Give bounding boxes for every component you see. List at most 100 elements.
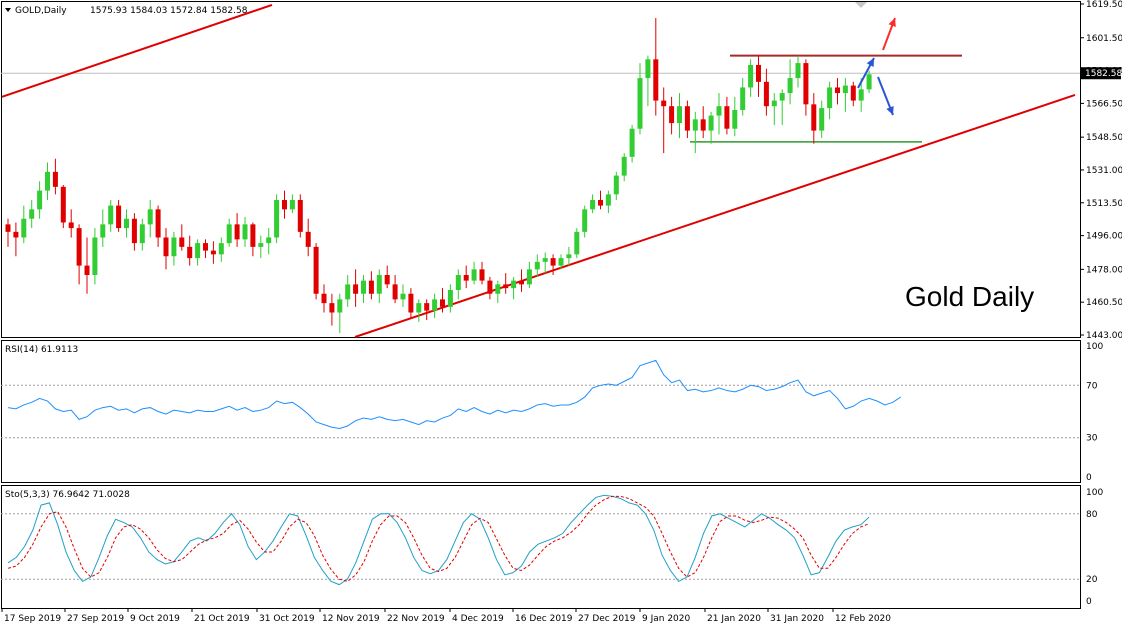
rsi-tick-label: 70 xyxy=(1086,381,1098,391)
candle-body xyxy=(305,231,311,247)
candle-body xyxy=(677,106,682,124)
candle-body xyxy=(116,205,122,229)
candle-body xyxy=(13,231,19,238)
candle-body xyxy=(274,199,280,238)
candle-body xyxy=(811,104,817,131)
rsi-panel-frame xyxy=(1,340,1081,483)
candle-body xyxy=(108,205,114,225)
date-tick-label: 31 Oct 2019 xyxy=(259,614,315,624)
chart-watermark: Gold Daily xyxy=(905,281,1034,312)
candle-body xyxy=(590,199,596,210)
candle-body xyxy=(850,85,856,101)
date-tick-label: 21 Oct 2019 xyxy=(194,614,250,624)
candle-body xyxy=(756,64,761,82)
symbol-dropdown-icon xyxy=(5,8,11,12)
candle-body xyxy=(195,243,201,259)
date-tick-label: 12 Feb 2020 xyxy=(835,614,891,624)
sto-tick-label: 20 xyxy=(1086,575,1098,585)
candle-body xyxy=(605,194,611,206)
candle-body xyxy=(155,209,161,238)
bullish-arrow-head xyxy=(888,18,896,27)
candle-body xyxy=(266,237,272,244)
candle-body xyxy=(566,254,572,259)
candle-body xyxy=(345,284,351,300)
price-tick-label: 1478.00 xyxy=(1086,265,1122,275)
candle-body xyxy=(147,209,153,225)
candle-body xyxy=(392,284,398,300)
candle-body xyxy=(234,224,240,240)
candle-body xyxy=(724,106,730,129)
price-tick-label: 1566.50 xyxy=(1086,99,1122,109)
candle-body xyxy=(534,261,540,270)
candle-body xyxy=(827,87,833,109)
candle-body xyxy=(582,209,588,232)
date-tick-label: 17 Sep 2019 xyxy=(4,614,61,624)
candle-body xyxy=(60,186,66,223)
candle-body xyxy=(76,228,82,266)
candle-body xyxy=(45,171,50,191)
candle-body xyxy=(542,258,548,262)
candle-body xyxy=(329,303,335,313)
rsi-tick-label: 0 xyxy=(1086,473,1092,483)
price-tick-label: 1513.50 xyxy=(1086,199,1122,209)
candle-body xyxy=(124,218,129,229)
candle-body xyxy=(819,108,825,131)
candle-body xyxy=(503,284,509,289)
candle-body xyxy=(858,89,864,101)
candle-body xyxy=(495,284,501,294)
upper-trend-line xyxy=(1,3,273,98)
price-tick-label: 1496.00 xyxy=(1086,232,1122,242)
candle-body xyxy=(550,258,556,266)
candle-body xyxy=(574,231,580,255)
candle-body xyxy=(297,199,303,232)
candle-body xyxy=(432,299,438,311)
candle-body xyxy=(519,280,524,285)
candle-body xyxy=(289,199,295,210)
candle-body xyxy=(416,303,422,313)
sto-tick-label: 0 xyxy=(1086,597,1092,607)
candle-body xyxy=(511,280,517,289)
candle-body xyxy=(163,237,169,257)
candle-body xyxy=(92,237,98,275)
candle-body xyxy=(203,243,208,251)
rsi-header: RSI(14) 61.9113 xyxy=(5,345,78,355)
sto-tick-label: 80 xyxy=(1086,510,1098,520)
candle-body xyxy=(250,224,256,247)
current-price-label: 1582.58 xyxy=(1085,69,1122,79)
date-tick-label: 9 Jan 2020 xyxy=(642,614,690,624)
candle-body xyxy=(5,224,11,232)
date-tick-label: 12 Nov 2019 xyxy=(322,614,380,624)
date-tick-label: 16 Dec 2019 xyxy=(515,614,573,624)
candle-body xyxy=(52,171,58,187)
candle-body xyxy=(384,274,390,285)
candle-body xyxy=(692,119,698,131)
candle-body xyxy=(226,224,232,244)
candle-body xyxy=(242,224,248,240)
candle-body xyxy=(424,303,430,311)
blue-down-arrow-head xyxy=(886,106,894,115)
candle-body xyxy=(763,81,769,107)
candle-body xyxy=(598,199,603,206)
candle-body xyxy=(795,63,801,79)
candle-body xyxy=(684,106,690,131)
candle-body xyxy=(637,78,643,129)
date-tick-label: 22 Nov 2019 xyxy=(387,614,445,624)
candle-body xyxy=(408,293,414,313)
rsi-tick-label: 100 xyxy=(1086,342,1103,352)
candle-body xyxy=(353,284,359,294)
candle-body xyxy=(558,258,564,266)
candle-body xyxy=(210,250,216,255)
candle-body xyxy=(139,224,145,244)
candle-body xyxy=(29,209,35,219)
lower-trend-line xyxy=(354,94,1076,338)
candle-body xyxy=(187,246,193,259)
candle-body xyxy=(661,100,667,107)
date-tick-label: 21 Jan 2020 xyxy=(707,614,761,624)
candle-body xyxy=(171,237,177,257)
ohlc-label: 1575.93 1584.03 1572.84 1582.58 xyxy=(90,6,248,16)
scroll-marker xyxy=(855,2,867,8)
candle-body xyxy=(68,222,74,229)
price-tick-label: 1548.50 xyxy=(1086,133,1122,143)
candle-body xyxy=(740,87,746,110)
